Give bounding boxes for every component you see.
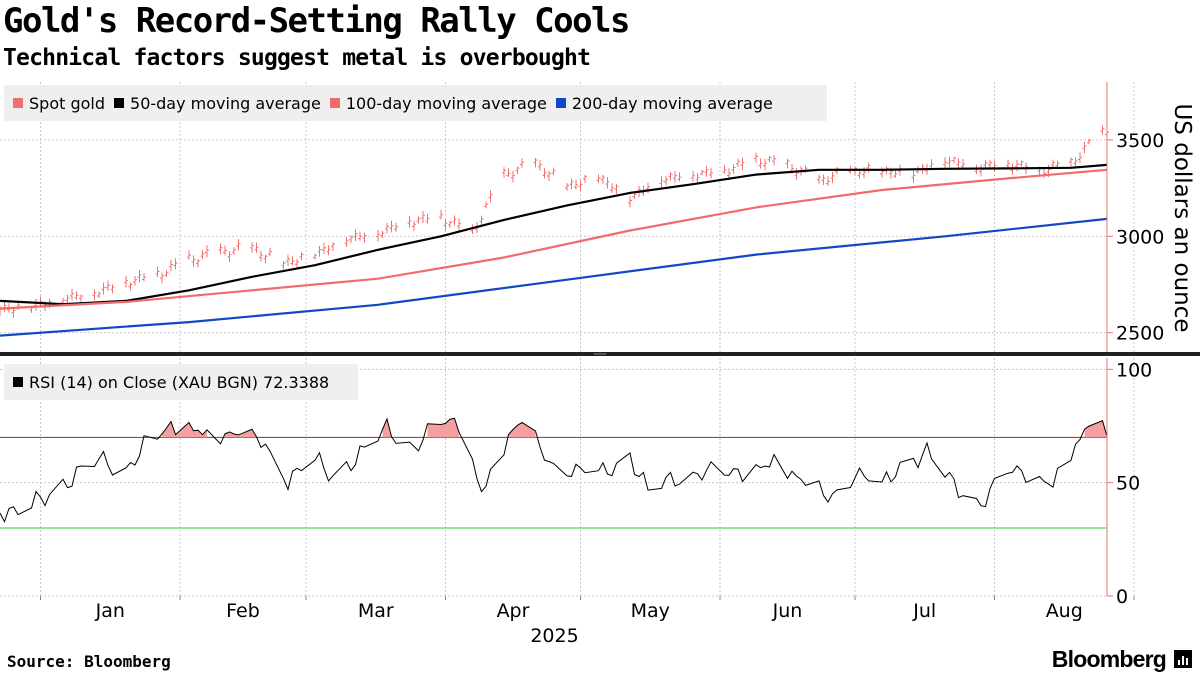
ma200-line [0,217,1108,337]
legend-swatch-rsi [13,377,23,387]
axes: Jan Feb Mar Apr May Jun Jul Aug 2025 2500 3000 3500… [0,82,1200,647]
x-tick-label-jan: Jan [95,600,125,622]
ma50-line [0,163,1108,306]
legend-item-ma100: 100-day moving average [329,93,547,113]
legend-label-spot-gold: Spot gold [29,93,106,113]
x-year-label: 2025 [530,625,578,647]
price-legend: Spot gold 50-day moving average 100-day … [4,85,827,121]
x-tick-label-apr: Apr [497,600,530,622]
x-tick-label-jul: Jul [912,600,936,622]
legend-label-ma100: 100-day moving average [345,93,547,113]
gridlines [0,82,1135,597]
rsi-overbought-fill [162,421,207,438]
legend-item-ma200: 200-day moving average [555,93,773,113]
legend-item-spot-gold: Spot gold [13,94,105,113]
price-y-tick-label: 3000 [1116,226,1164,248]
x-tick-label-may: May [631,600,670,622]
legend-label-ma50: 50-day moving average [130,93,321,113]
rsi-overbought-fill [1084,420,1107,438]
x-tick-label-aug: Aug [1046,600,1083,622]
legend-swatch-ma50 [114,98,125,108]
legend-swatch-spot-gold [13,98,23,108]
rsi-y-tick-label: 0 [1116,586,1128,608]
legend-swatch-ma100 [329,98,340,108]
ma100-line [0,168,1108,310]
price-y-tick-label: 3500 [1116,130,1164,152]
y-axis-title: US dollars an ounce [1169,103,1195,333]
x-tick-label-feb: Feb [226,600,260,622]
rsi-overbought-fill [225,429,257,438]
rsi-y-tick-label: 100 [1116,359,1152,381]
rsi-line [0,417,1108,523]
rsi-y-tick-label: 50 [1116,473,1140,495]
price-y-tick-label: 2500 [1116,323,1164,345]
chart-subtitle: Technical factors suggest metal is overb… [3,45,591,71]
legend-swatch-ma200 [555,98,566,108]
price-panel [0,125,1109,337]
bloomberg-chart-icon [1174,650,1192,668]
rsi-legend: RSI (14) on Close (XAU BGN) 72.3388 [4,364,358,400]
rsi-overbought-fill [427,418,459,438]
source-note: Source: Bloomberg [7,652,171,671]
rsi-overbought-fill [508,422,536,438]
legend-item-ma50: 50-day moving average [114,94,321,113]
legend-label-rsi: RSI (14) on Close (XAU BGN) 72.3388 [29,372,330,392]
x-tick-label-jun: Jun [772,600,803,622]
chart-title: Gold's Record-Setting Rally Cools [3,1,631,41]
rsi-panel [0,417,1108,529]
legend-label-ma200: 200-day moving average [571,93,773,113]
bloomberg-logo: Bloomberg [1051,646,1167,672]
rsi-overbought-fill [382,418,392,438]
x-tick-label-mar: Mar [358,600,394,622]
